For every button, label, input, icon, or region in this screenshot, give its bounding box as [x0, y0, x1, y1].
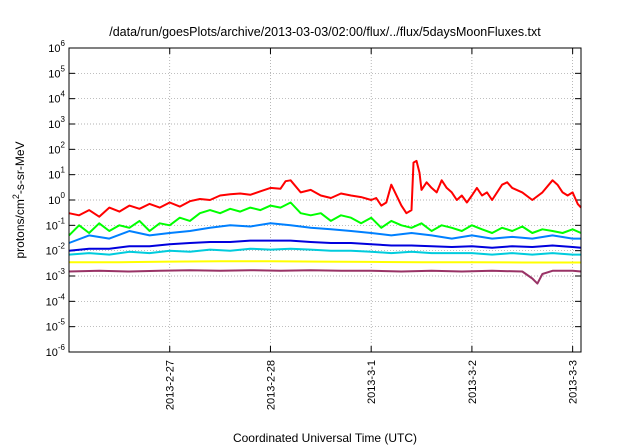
x-tick-label: 2013-3-3 [568, 360, 580, 404]
series-line-7 [68, 269, 582, 285]
series-line-2 [68, 201, 582, 237]
data-series [68, 159, 582, 285]
x-tick-label: 2013-3-2 [467, 360, 479, 404]
series-line-4 [68, 239, 582, 252]
y-tick-label: 10-6 [46, 343, 66, 359]
y-tick-label: 105 [48, 64, 65, 80]
y-axis-ticks: 106 105 104 103 102 101 100 10-1 10-2 10-3 10-4 10-… [46, 39, 581, 359]
y-axis-label: protons/cm2-s-sr-MeV [11, 141, 27, 258]
series-line-6 [69, 260, 581, 264]
x-axis-label: Coordinated Universal Time (UTC) [233, 431, 417, 445]
y-tick-label: 100 [48, 191, 65, 207]
x-axis-ticks: 2013-2-27 2013-2-28 2013-3-1 2013-3-2 2013-3… [165, 48, 580, 410]
series-line-1 [68, 159, 582, 218]
y-tick-label: 102 [48, 140, 65, 156]
plot-frame [68, 47, 582, 353]
series-line-3 [68, 222, 581, 244]
chart-title: /data/run/goesPlots/archive/2013-03-03/0… [109, 25, 541, 39]
x-tick-label: 2013-2-27 [165, 360, 177, 410]
y-tick-label: 10-3 [46, 267, 66, 283]
series-line-5 [68, 247, 581, 256]
x-tick-label: 2013-2-28 [265, 360, 277, 410]
y-tick-label: 10-1 [46, 216, 66, 232]
y-tick-label: 104 [48, 90, 65, 106]
y-tick-label: 10-2 [46, 242, 66, 258]
y-tick-label: 101 [48, 166, 65, 182]
y-tick-label: 10-4 [46, 292, 66, 308]
y-tick-label: 103 [48, 115, 65, 131]
x-tick-label: 2013-3-1 [366, 360, 378, 404]
y-tick-label: 106 [48, 39, 65, 55]
grid-lines [69, 48, 581, 352]
y-tick-label: 10-5 [46, 318, 66, 334]
